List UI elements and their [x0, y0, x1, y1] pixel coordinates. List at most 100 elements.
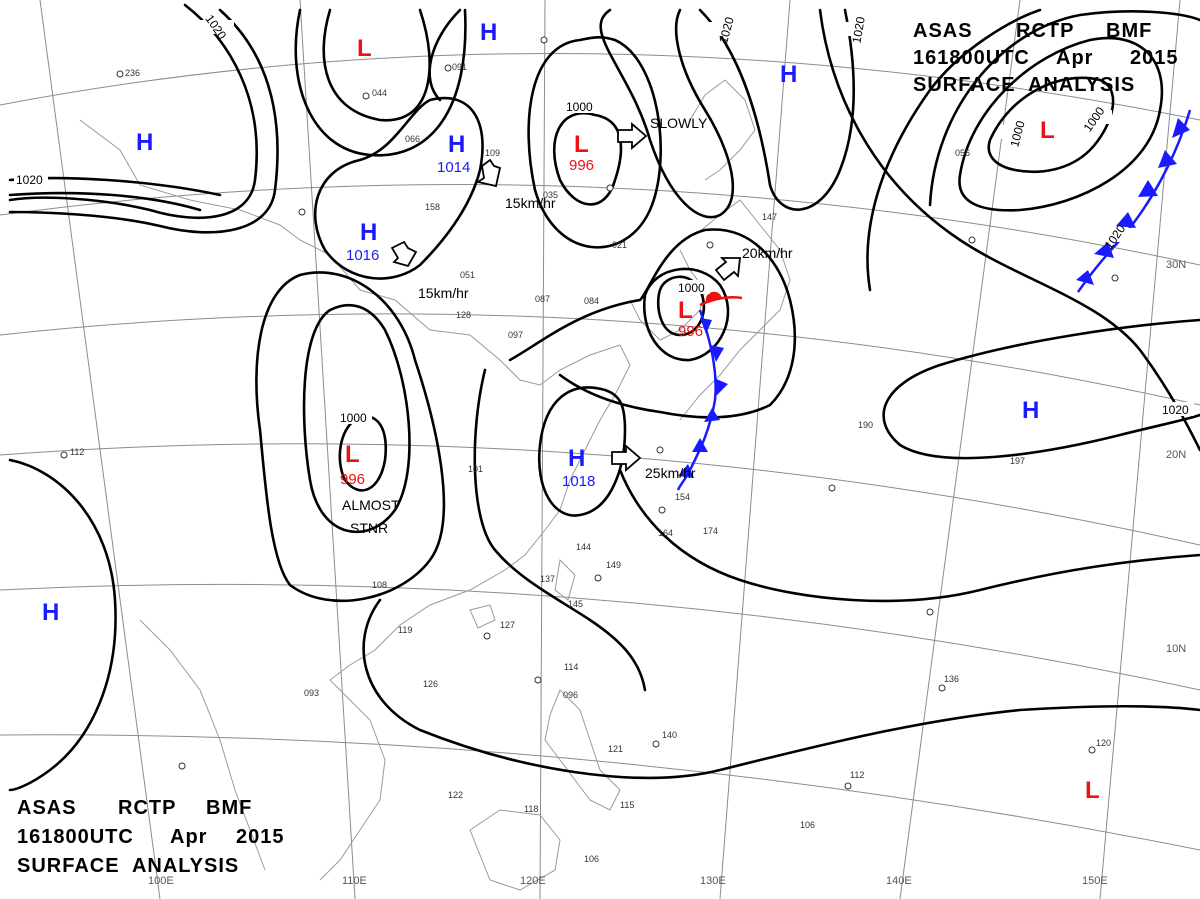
station-circle-icon — [938, 684, 946, 692]
station-value: 091 — [452, 62, 467, 72]
label-backdrop — [200, 20, 234, 34]
header-bottom-line2-b: Apr — [170, 826, 208, 848]
station-value: 190 — [858, 420, 873, 430]
station-circle-icon — [534, 676, 542, 684]
isobar — [958, 36, 1164, 212]
movement-label: ALMOST — [342, 497, 400, 513]
station-value: 114 — [564, 662, 578, 672]
coastline-japan-north — [689, 79, 756, 181]
movement-arrow-icon — [390, 240, 418, 268]
station-value: 044 — [372, 88, 387, 98]
isobar — [338, 415, 388, 492]
movement-label: 25km/hr — [645, 465, 696, 481]
isobar — [508, 228, 797, 419]
high-center: H — [42, 599, 59, 626]
station-value: 236 — [125, 68, 140, 78]
station-value: 136 — [944, 674, 959, 684]
label-backdrop — [338, 410, 372, 424]
station-circle-icon — [60, 451, 68, 459]
latitude-label: 20N — [1166, 449, 1186, 461]
low-center: L — [678, 297, 693, 324]
station-symbols — [60, 36, 1119, 790]
station-circle-icon — [1088, 746, 1096, 754]
header-top-line1-a: ASAS — [913, 20, 973, 42]
isobar — [473, 368, 647, 692]
isobar-label: 1020 — [1162, 403, 1189, 417]
station-value: 035 — [543, 190, 558, 200]
pressure-value: 1018 — [562, 473, 595, 490]
station-value: 154 — [675, 492, 690, 502]
station-value: 119 — [398, 625, 412, 635]
low-center: L — [357, 35, 372, 62]
pressure-value: 1016 — [346, 247, 379, 264]
header-bottom-line3: SURFACE ANALYSIS — [17, 855, 240, 877]
latitude-label: 10N — [1166, 643, 1186, 655]
warm-front — [699, 291, 743, 307]
isobars — [8, 3, 1200, 792]
front-triangle — [678, 464, 694, 478]
isobar — [8, 8, 279, 234]
label-backdrop — [1098, 228, 1132, 242]
coastline-indochina — [319, 679, 386, 881]
station-value: 093 — [304, 688, 319, 698]
coordinate-labels: 100E 110E 120E 130E 140E 150E 30N 20N 10… — [148, 259, 1186, 887]
station-value: 147 — [762, 212, 777, 222]
longitude-label: 110E — [342, 875, 367, 887]
isobar-label: 1000 — [678, 281, 705, 295]
coastline-hainan — [469, 604, 496, 629]
label-backdrop — [840, 22, 874, 36]
high-center: H — [780, 61, 797, 88]
isobar — [8, 3, 258, 220]
isobar — [313, 96, 484, 280]
isobar — [302, 303, 411, 534]
high-center: H — [1022, 397, 1039, 424]
isobar-label: 1020 — [849, 15, 867, 44]
movement-text-labels: SLOWLY 15km/hr 15km/hr 20km/hr 25km/hr A… — [342, 115, 793, 536]
station-value: 122 — [448, 790, 463, 800]
station-value: 126 — [423, 679, 438, 689]
pressure-value: 996 — [678, 323, 703, 340]
station-value: 140 — [662, 730, 677, 740]
station-value: 097 — [508, 330, 523, 340]
label-backdrop — [564, 99, 598, 113]
movement-arrow-icon — [475, 158, 502, 188]
latitude-line — [0, 53, 1200, 121]
station-value: 137 — [540, 574, 555, 584]
high-center: H — [480, 19, 497, 46]
movement-arrows — [390, 122, 742, 472]
station-circle-icon — [444, 64, 452, 72]
isobar — [537, 386, 627, 517]
isobar — [642, 267, 730, 362]
station-circle-icon — [656, 446, 664, 454]
low-center: L — [574, 131, 589, 158]
front-triangle — [704, 408, 720, 422]
header-top-line2-b: Apr — [1056, 47, 1094, 69]
latitude-line — [0, 443, 1200, 546]
isobar-label: 1000 — [340, 411, 367, 425]
station-value: 158 — [425, 202, 440, 212]
low-center: L — [1040, 117, 1055, 144]
movement-label: 20km/hr — [742, 245, 793, 261]
station-value: 120 — [1096, 738, 1111, 748]
label-backdrop — [1160, 402, 1194, 416]
isobar — [618, 468, 1200, 603]
station-circle-icon — [926, 608, 934, 616]
label-backdrop — [1000, 125, 1034, 139]
coastline-korea — [629, 249, 706, 341]
station-value: 174 — [703, 526, 718, 536]
coastline-west — [79, 119, 301, 241]
high-center: H — [448, 131, 465, 158]
isobar — [255, 271, 446, 603]
movement-label: SLOWLY — [650, 115, 708, 131]
coastline-taiwan — [554, 558, 576, 601]
station-circle-icon — [606, 184, 614, 192]
station-circle-icon — [483, 632, 491, 640]
front-triangle — [1116, 212, 1136, 228]
front-triangle — [1172, 118, 1190, 138]
longitude-grid — [39, 0, 1181, 899]
coastline-japan — [679, 199, 791, 421]
isobar — [987, 76, 1115, 174]
station-circle-icon — [844, 782, 852, 790]
station-value: 112 — [850, 770, 864, 780]
longitude-label: 120E — [520, 875, 546, 887]
